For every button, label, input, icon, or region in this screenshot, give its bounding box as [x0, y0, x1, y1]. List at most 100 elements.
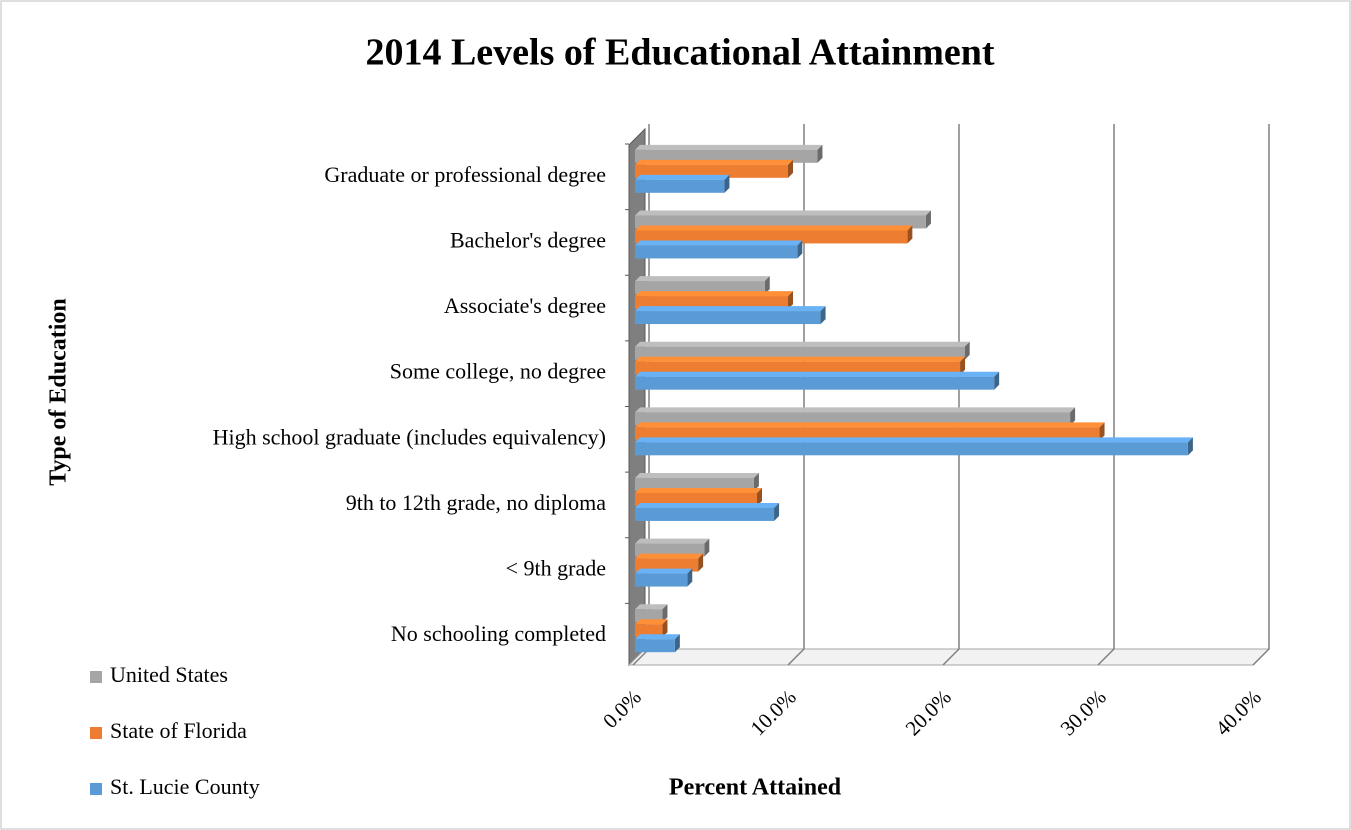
bar — [635, 245, 798, 259]
bar — [635, 477, 754, 491]
bar-group — [635, 240, 803, 259]
bar-group — [635, 568, 693, 587]
bar-top — [635, 291, 793, 297]
y-tick-label: Bachelor's degree — [450, 227, 606, 252]
bar-group — [635, 371, 1000, 390]
y-tick-label: 9th to 12th grade, no diploma — [346, 490, 607, 515]
bar-top — [635, 144, 823, 150]
bar-group — [635, 538, 710, 557]
bar-group — [635, 604, 668, 623]
bar-top — [635, 472, 759, 478]
bar — [635, 149, 818, 163]
y-tick-label: Associate's degree — [444, 293, 606, 318]
bar-top — [635, 553, 704, 559]
bar — [635, 624, 663, 638]
legend-swatch — [90, 727, 102, 739]
bar — [635, 230, 908, 244]
bar-group — [635, 487, 762, 506]
bar-top — [635, 502, 780, 508]
bar-group — [635, 502, 780, 521]
bar — [635, 609, 663, 623]
bar-group — [635, 225, 913, 244]
bar-group — [635, 174, 730, 193]
bar-group — [635, 437, 1193, 456]
bar-top — [635, 619, 668, 625]
bar-side — [817, 144, 823, 163]
bar-side — [724, 174, 730, 193]
bar — [635, 492, 757, 506]
bar-top — [635, 306, 826, 312]
grid-line — [942, 124, 960, 666]
x-axis-title: Percent Attained — [669, 775, 842, 801]
bar-top — [635, 487, 762, 493]
y-tick-label: Graduate or professional degree — [324, 162, 606, 187]
bar-side — [757, 487, 762, 506]
bar-side — [797, 240, 803, 259]
bar-group — [635, 356, 966, 375]
bar-top — [635, 174, 730, 180]
bar-side — [662, 619, 668, 638]
bar-top — [635, 225, 913, 231]
legend-label: State of Florida — [110, 718, 247, 743]
grid-line — [1097, 124, 1115, 666]
bar-side — [753, 472, 759, 491]
bar-group — [635, 407, 1076, 426]
y-tick-label: < 9th grade — [506, 556, 606, 581]
bar-group — [635, 553, 704, 572]
bar-side — [764, 276, 770, 295]
legend-swatch — [90, 671, 102, 683]
bar — [635, 311, 821, 325]
y-axis-title: Type of Education — [46, 298, 72, 486]
bar-top — [635, 604, 668, 610]
bar — [635, 296, 788, 310]
bar — [635, 573, 688, 587]
legend-label: St. Lucie County — [110, 774, 260, 799]
bar-side — [820, 306, 826, 325]
floor — [627, 648, 1271, 666]
bar-side — [925, 210, 931, 229]
bar-top — [635, 407, 1076, 413]
chart-title: 2014 Levels of Educational Attainment — [365, 32, 994, 74]
bar-top — [635, 276, 770, 282]
bar-side — [698, 553, 704, 572]
bar-side — [788, 291, 793, 310]
bar — [635, 376, 995, 390]
bar — [635, 346, 965, 360]
bar-side — [788, 159, 793, 178]
y-tick-label: No schooling completed — [391, 621, 606, 646]
grid-line — [787, 124, 805, 666]
bar-group — [635, 306, 826, 325]
legend-swatch — [90, 783, 102, 795]
bar-side — [1187, 437, 1193, 456]
bar-side — [907, 225, 913, 244]
bar-group — [635, 144, 823, 163]
grid-line — [1252, 124, 1270, 666]
bar — [635, 507, 775, 521]
bar-top — [635, 159, 793, 165]
legend-label: United States — [110, 662, 228, 687]
bar — [635, 361, 961, 375]
bar-side — [704, 538, 710, 557]
bar-group — [635, 619, 668, 638]
bar-group — [635, 341, 970, 360]
bar-group — [635, 422, 1105, 441]
bar — [635, 442, 1188, 456]
bar-side — [687, 568, 693, 587]
bar-side — [774, 502, 780, 521]
bar-side — [960, 356, 966, 375]
bar-group — [635, 159, 793, 178]
bar-top — [635, 568, 693, 574]
bar-top — [635, 437, 1193, 443]
bar — [635, 164, 788, 178]
bar-side — [674, 634, 680, 653]
bar — [635, 543, 705, 557]
bar — [635, 281, 765, 295]
bar-side — [994, 371, 1000, 390]
bar-group — [635, 276, 770, 295]
bar-group — [635, 472, 759, 491]
bar-top — [635, 538, 710, 544]
bar — [635, 558, 699, 572]
bar-side — [1070, 407, 1076, 426]
bar-group — [635, 291, 793, 310]
